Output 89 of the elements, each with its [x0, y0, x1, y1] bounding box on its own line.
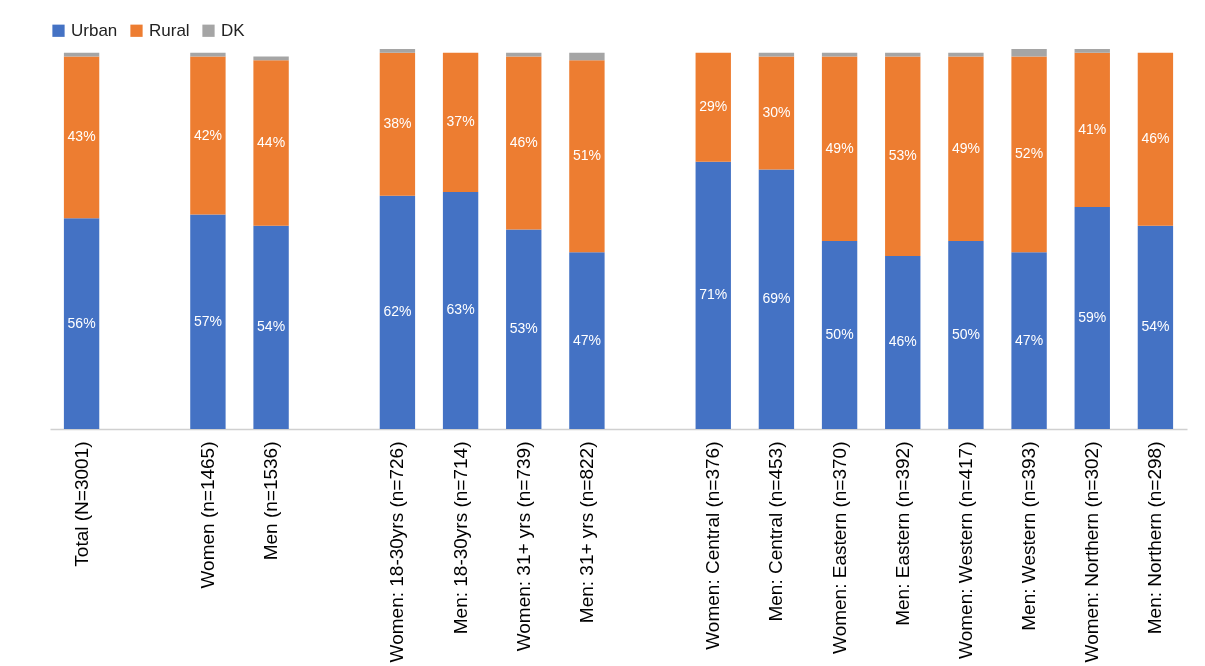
legend-label: Urban — [71, 20, 118, 40]
x-tick-label: Men: 18-30yrs (n=714) — [449, 441, 471, 635]
legend-label: Rural — [149, 20, 190, 40]
bar — [63, 52, 100, 57]
data-label: 62% — [383, 303, 412, 320]
bar — [885, 52, 921, 57]
bar — [253, 60, 289, 226]
bar — [1074, 207, 1110, 429]
bar — [190, 214, 226, 429]
data-label: 37% — [446, 113, 475, 130]
bar — [442, 191, 479, 429]
data-label: 54% — [257, 318, 286, 335]
x-tick-label: Men (n=1536) — [260, 441, 282, 561]
data-label: 59% — [1078, 309, 1107, 326]
x-tick-label: Men: Eastern (n=392) — [891, 441, 913, 626]
data-label: 43% — [67, 128, 96, 145]
data-label: 44% — [257, 134, 286, 151]
bar — [821, 56, 858, 241]
bar — [948, 52, 984, 57]
data-label: 53% — [888, 147, 917, 164]
x-tick-label: Women (n=1465) — [196, 441, 218, 589]
bar — [190, 52, 226, 57]
bar — [948, 56, 984, 241]
bar — [63, 56, 100, 219]
data-label: 46% — [509, 134, 538, 151]
bar — [1074, 49, 1110, 53]
bar — [379, 49, 416, 53]
data-label: 71% — [699, 286, 728, 303]
data-label: 49% — [825, 139, 854, 156]
bar — [758, 56, 795, 170]
bar — [1011, 49, 1047, 57]
data-label: 50% — [825, 325, 854, 342]
bar — [821, 240, 858, 429]
x-tick-label: Women: Western (n=417) — [954, 441, 976, 659]
x-tick-label: Men: Central (n=453) — [765, 441, 787, 622]
x-tick-label: Women: 31+ yrs (n=739) — [512, 441, 534, 652]
data-label: 42% — [193, 126, 222, 143]
bar — [442, 52, 479, 192]
bar — [1137, 52, 1174, 226]
bar — [379, 52, 416, 196]
bar — [1137, 225, 1174, 429]
x-tick-label: Men: Western (n=393) — [1018, 441, 1040, 631]
bar — [63, 218, 100, 429]
data-label: 41% — [1078, 120, 1107, 137]
bar — [506, 56, 542, 230]
data-label: 57% — [193, 312, 222, 329]
data-label: 63% — [446, 301, 475, 318]
bar — [569, 52, 605, 61]
x-tick-label: Women: Northern (n=302) — [1081, 441, 1103, 663]
data-label: 47% — [1015, 331, 1044, 348]
data-label: 46% — [888, 333, 917, 350]
bar — [885, 255, 921, 429]
bar — [821, 52, 858, 57]
bar — [190, 56, 226, 215]
data-label: 49% — [951, 139, 980, 156]
data-label: 46% — [1141, 130, 1170, 147]
x-tick-label: Women: Eastern (n=370) — [828, 441, 850, 654]
bar — [253, 225, 289, 429]
data-label: 47% — [572, 331, 601, 348]
bar — [569, 60, 605, 253]
bar — [506, 52, 542, 57]
x-tick-label: Men: 31+ yrs (n=822) — [575, 441, 597, 624]
data-label: 56% — [67, 314, 96, 331]
bar — [885, 56, 921, 256]
bar — [379, 195, 416, 429]
bar — [695, 52, 731, 162]
bar — [1011, 56, 1047, 253]
bar — [758, 169, 795, 429]
data-label: 38% — [383, 115, 412, 132]
data-label: 30% — [762, 103, 791, 120]
data-label: 53% — [509, 320, 538, 337]
bar — [1011, 252, 1047, 429]
data-label: 51% — [572, 147, 601, 164]
x-tick-label: Total (N=3001) — [70, 441, 92, 567]
bar — [569, 252, 605, 429]
data-label: 54% — [1141, 318, 1170, 335]
x-tick-label: Women: 18-30yrs (n=726) — [386, 441, 408, 663]
data-label: 69% — [762, 290, 791, 307]
bar — [506, 229, 542, 429]
legend-label: DK — [221, 20, 246, 40]
bar — [695, 161, 731, 429]
bar — [1074, 52, 1110, 208]
data-label: 52% — [1015, 145, 1044, 162]
data-label: 29% — [699, 98, 728, 115]
data-label: 50% — [951, 325, 980, 342]
x-tick-label: Men: Northern (n=298) — [1144, 441, 1166, 635]
bar — [948, 240, 984, 429]
x-tick-label: Women: Central (n=376) — [702, 441, 724, 650]
bar — [758, 52, 795, 57]
